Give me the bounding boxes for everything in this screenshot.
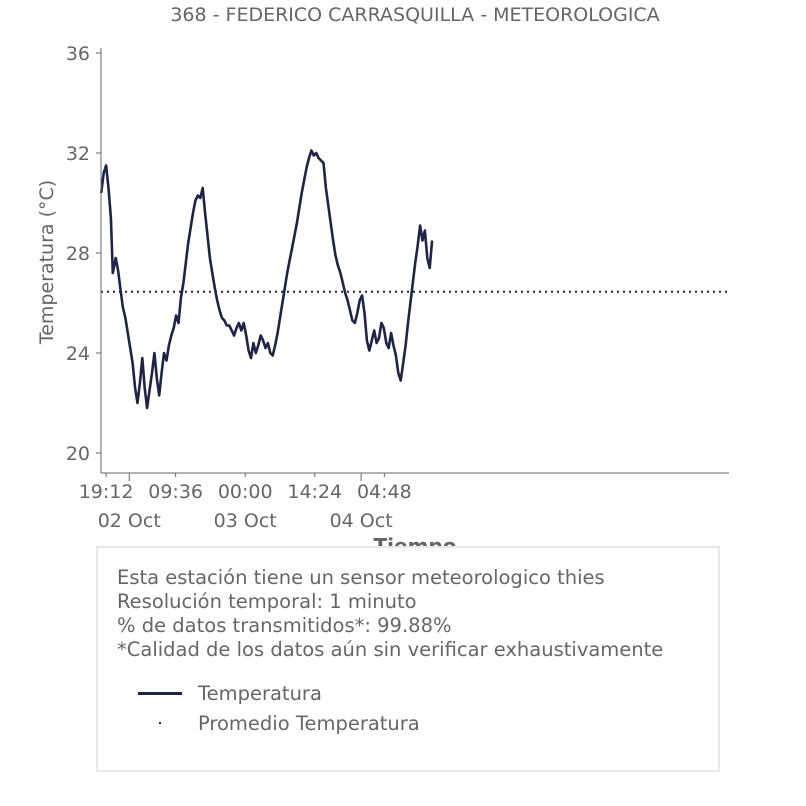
- chart-title: 368 - FEDERICO CARRASQUILLA - METEOROLOG…: [170, 4, 659, 26]
- info-sensor-line: Esta estación tiene un sensor meteorolog…: [117, 566, 605, 589]
- x-tick-label: 00:00: [218, 481, 273, 503]
- series-layer: [99, 149, 729, 410]
- y-tick-label: 32: [66, 143, 90, 165]
- info-resolution-line: Resolución temporal: 1 minuto: [117, 590, 417, 613]
- legend-item-promedio: Promedio Temperatura: [138, 708, 420, 738]
- x-date-label: 02 Oct: [98, 510, 161, 532]
- y-tick-label: 36: [66, 43, 90, 65]
- y-tick-label: 28: [66, 243, 90, 265]
- x-tick-label: 19:12: [79, 481, 134, 503]
- y-tick-label: 24: [66, 343, 90, 365]
- temperature-line: [99, 149, 434, 410]
- x-tick-label: 14:24: [287, 481, 342, 503]
- y-tick-label: 20: [66, 443, 90, 465]
- info-box: Esta estación tiene un sensor meteorolog…: [96, 546, 720, 772]
- legend-line-swatch: [138, 678, 184, 708]
- x-date-label: 03 Oct: [214, 510, 277, 532]
- x-date-label: 04 Oct: [330, 510, 393, 532]
- info-transmitted-line: % de datos transmitidos*: 99.88%: [117, 614, 452, 637]
- legend-label-temperatura: Temperatura: [198, 681, 322, 705]
- axes: 20 24 28 32 36 19:12 09:36 00:00 14:24 04:48 02 Oc…: [66, 43, 729, 532]
- x-tick-label: 09:36: [148, 481, 203, 503]
- legend-item-temperatura: Temperatura: [138, 678, 420, 708]
- station-info: Esta estación tiene un sensor meteorolog…: [117, 566, 663, 662]
- legend-dot-swatch: [138, 708, 184, 738]
- legend-label-promedio: Promedio Temperatura: [198, 711, 420, 735]
- temperature-chart: 368 - FEDERICO CARRASQUILLA - METEOROLOG…: [36, 4, 729, 558]
- legend: Temperatura Promedio Temperatura: [138, 678, 420, 738]
- info-quality-note: *Calidad de los datos aún sin verificar …: [117, 638, 664, 661]
- y-axis-label: Temperatura (°C): [36, 180, 58, 345]
- x-tick-label: 04:48: [357, 481, 412, 503]
